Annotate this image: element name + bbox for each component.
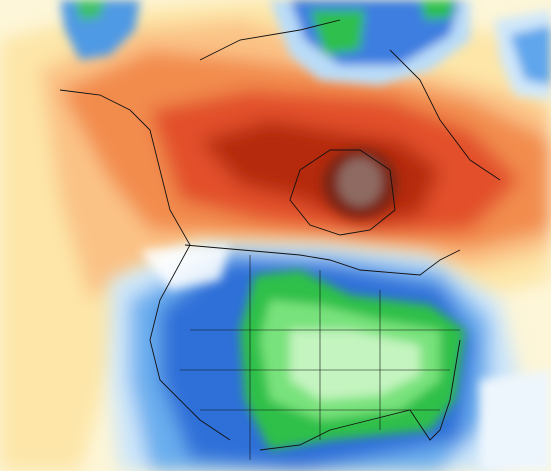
state-lines — [180, 255, 460, 460]
neutral-zone — [480, 370, 551, 471]
hot-core — [322, 148, 398, 218]
light-green-zone — [290, 330, 420, 400]
cool-north — [60, 0, 551, 100]
blue-zone — [510, 25, 551, 85]
green-zone — [310, 10, 365, 55]
arctic-coast — [199, 19, 501, 181]
pale-areas — [140, 245, 551, 471]
neutral-zone — [140, 245, 230, 290]
coastline — [59, 89, 231, 441]
brown-zone — [338, 158, 382, 206]
bay-outline — [289, 149, 396, 236]
border — [184, 244, 461, 276]
gulf-coast — [259, 339, 461, 451]
green-zone — [75, 0, 105, 20]
green-zone — [420, 0, 455, 20]
boundaries — [59, 19, 501, 460]
